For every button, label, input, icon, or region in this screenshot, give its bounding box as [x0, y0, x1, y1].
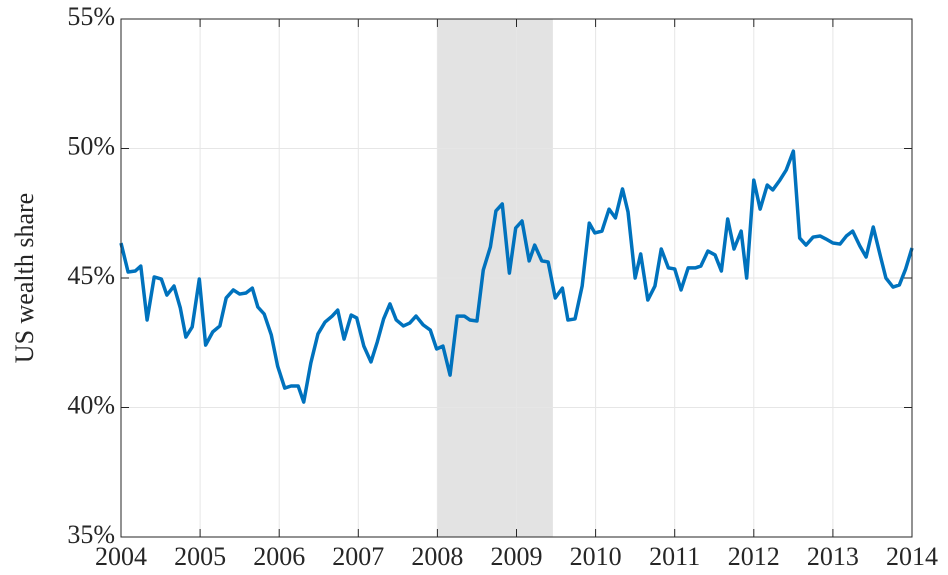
y-tick-label: 35% [67, 520, 115, 549]
x-tick-label: 2014 [886, 542, 938, 571]
plot-frame [120, 18, 913, 538]
y-tick-label: 45% [67, 261, 115, 290]
data-line [119, 149, 914, 404]
y-tick-label: 40% [67, 390, 115, 419]
x-tick-label: 2012 [728, 542, 780, 571]
x-tick-label: 2013 [807, 542, 859, 571]
x-tick-label: 2009 [491, 542, 543, 571]
x-tick-label: 2008 [411, 542, 463, 571]
x-tick-label: 2010 [570, 542, 622, 571]
y-tick-label: 55% [67, 2, 115, 31]
y-axis-label: US wealth share [10, 193, 39, 363]
x-tick-label: 2006 [253, 542, 305, 571]
x-tick-label: 2007 [332, 542, 384, 571]
y-tick-label: 50% [67, 131, 115, 160]
x-tick-label: 2005 [174, 542, 226, 571]
x-tick-label: 2011 [649, 542, 700, 571]
x-tick-label: 2004 [95, 542, 147, 571]
